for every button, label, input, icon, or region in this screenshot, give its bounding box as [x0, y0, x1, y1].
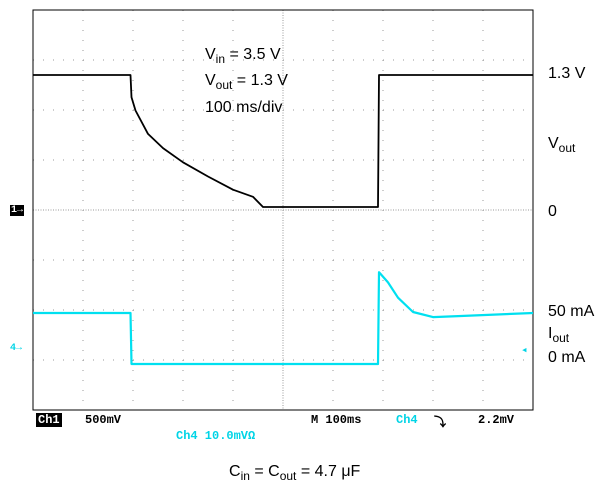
plot-frame: [32, 9, 534, 411]
ch1-tag: Ch1: [36, 413, 62, 427]
capacitor-caption: Cin = Cout = 4.7 μF: [229, 463, 361, 484]
vout-trace: [33, 74, 533, 208]
ch4-scale: Ch4 10.0mVΩ: [176, 429, 256, 443]
timebase-annotation: 100 ms/div: [205, 99, 283, 116]
ch4-ground-marker: 4→: [10, 343, 23, 354]
trigger-source: Ch4: [396, 413, 418, 427]
trigger-level: 2.2mV: [478, 413, 515, 427]
trigger-level-marker: ◂: [521, 345, 528, 357]
iout-trace: [33, 271, 534, 366]
zero-level-label: 0: [548, 203, 557, 220]
vin-annotation: Vin = 3.5 V: [205, 46, 281, 67]
vout-axis-label: Vout: [548, 135, 576, 156]
iout-level-label: 50 mA: [548, 303, 595, 320]
trigger-slope-icon: ⤵: [434, 416, 447, 430]
vout-level-label: 1.3 V: [548, 65, 586, 82]
ch1-scale: 500mV: [85, 413, 122, 427]
vout-annotation: Vout = 1.3 V: [205, 72, 288, 93]
ch1-ground-marker: 1→: [10, 205, 25, 216]
timebase-readout: M 100ms: [311, 413, 362, 427]
iout-axis-label: Iout: [548, 325, 570, 346]
zero-current-label: 0 mA: [548, 349, 586, 366]
